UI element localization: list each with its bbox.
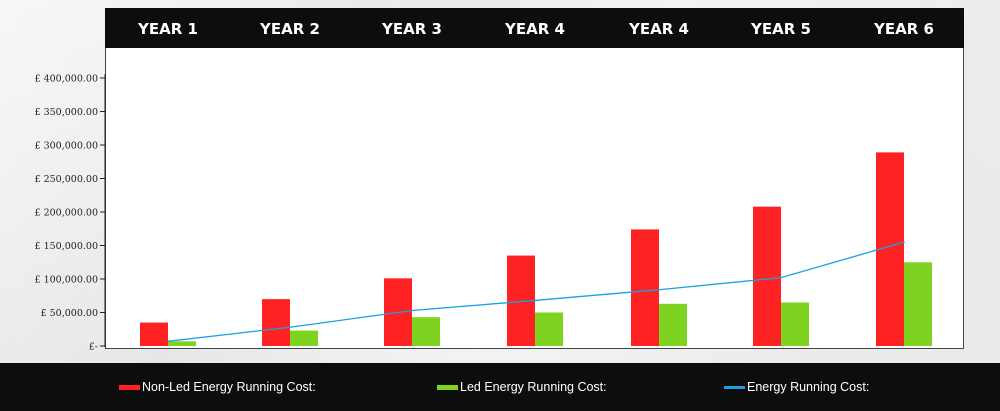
- year-header-bar: YEAR 1 YEAR 2 YEAR 3 YEAR 4 YEAR 4 YEAR …: [105, 8, 964, 48]
- year-label: YEAR 3: [382, 20, 442, 38]
- bar-led: [168, 341, 196, 346]
- y-tick-label: £ 100,000.00: [35, 275, 98, 286]
- y-axis: £- £ 50,000.00 £ 100,000.00 £ 150,000.00 £ 2…: [35, 74, 106, 353]
- y-tick-label: £ 200,000.00: [35, 208, 98, 219]
- bar-non-led: [631, 229, 659, 346]
- year-label: YEAR 4: [505, 20, 565, 38]
- legend-swatch-green: [437, 384, 458, 390]
- year-label: YEAR 4: [629, 20, 689, 38]
- bar-non-led: [262, 299, 290, 346]
- y-tick-label: £ 400,000.00: [35, 74, 98, 85]
- energy-line-point: [167, 340, 169, 343]
- y-tick-label: £ 50,000.00: [41, 308, 98, 319]
- legend-swatch-blue: [724, 385, 745, 389]
- energy-line-point: [780, 276, 782, 279]
- y-tick-label: £-: [89, 342, 98, 353]
- y-tick-label: £ 350,000.00: [35, 107, 98, 118]
- bar-led: [535, 312, 563, 346]
- bar-non-led: [753, 206, 781, 346]
- energy-line-point: [658, 288, 660, 291]
- bar-led: [659, 303, 687, 346]
- year-label: YEAR 6: [874, 20, 934, 38]
- year-label: YEAR 2: [260, 20, 320, 38]
- energy-line: [167, 241, 905, 343]
- bars: [140, 152, 932, 346]
- legend-label: Energy Running Cost:: [747, 380, 870, 394]
- legend-item-non-led: Non-Led Energy Running Cost:: [119, 363, 316, 411]
- energy-line-point: [411, 309, 413, 312]
- legend-item-energy: Energy Running Cost:: [724, 363, 869, 411]
- energy-line-point: [903, 241, 905, 243]
- year-label: YEAR 1: [138, 20, 198, 38]
- bar-led: [412, 317, 440, 346]
- year-label: YEAR 5: [751, 20, 811, 38]
- bar-led: [904, 262, 932, 346]
- bar-led: [781, 302, 809, 346]
- energy-line-point: [534, 299, 536, 302]
- y-tick-label: £ 300,000.00: [35, 141, 98, 152]
- legend-swatch-red: [119, 384, 140, 390]
- legend: Non-Led Energy Running Cost: Led Energy …: [0, 363, 1000, 411]
- bar-led: [290, 330, 318, 346]
- y-tick-label: £ 250,000.00: [35, 174, 98, 185]
- legend-label: Non-Led Energy Running Cost:: [142, 380, 316, 394]
- bar-non-led: [140, 322, 168, 346]
- y-tick-label: £ 150,000.00: [35, 241, 98, 252]
- legend-label: Led Energy Running Cost:: [460, 380, 607, 394]
- legend-item-led: Led Energy Running Cost:: [437, 363, 607, 411]
- energy-line-point: [289, 326, 291, 329]
